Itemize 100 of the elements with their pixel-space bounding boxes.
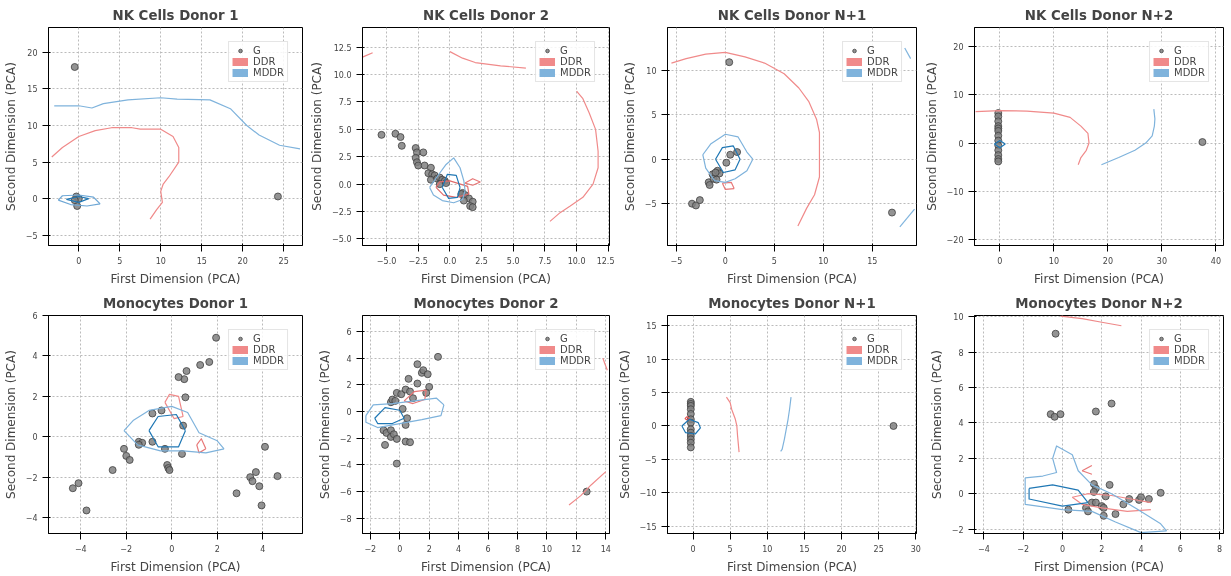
- y-tick-label: 6: [346, 328, 352, 338]
- y-tick-label: 0: [32, 433, 38, 443]
- legend-label: G: [1174, 45, 1183, 56]
- x-tick-label: 0.0: [443, 256, 457, 266]
- y-tick-label: −4: [25, 514, 38, 524]
- y-tick-label: −10: [946, 187, 964, 197]
- legend-label: G: [560, 333, 569, 344]
- y-tick-label: 0.0: [338, 180, 352, 190]
- x-tick-label: 2: [1099, 544, 1105, 554]
- legend-label: DDR: [560, 344, 583, 355]
- y-tick-label: 0: [958, 139, 964, 149]
- y-tick-label: 2: [346, 381, 352, 391]
- x-tick-label: −4: [978, 544, 990, 554]
- legend-label: DDR: [867, 56, 890, 67]
- y-tick-label: −10: [639, 489, 657, 499]
- x-tick-label: −5.0: [376, 256, 397, 266]
- x-tick-label: 20: [836, 544, 847, 554]
- x-tick-label: 5.0: [506, 256, 520, 266]
- y-tick-label: 5.0: [338, 125, 352, 135]
- y-axis-title: Second Dimension (PCA): [929, 350, 944, 499]
- y-axis-title: Second Dimension (PCA): [617, 350, 632, 499]
- y-axis-title: Second Dimension (PCA): [622, 62, 637, 211]
- y-tick-label: 8: [958, 348, 964, 358]
- y-tick-label: 10: [953, 91, 964, 101]
- y-tick-label: −2.5: [332, 208, 352, 218]
- y-tick-label: 4: [32, 352, 38, 362]
- y-tick-label: 6: [32, 312, 38, 321]
- y-tick-label: −5.0: [332, 235, 352, 245]
- chart-title: NK Cells Donor 1: [112, 7, 239, 23]
- x-tick-label: 10: [1048, 256, 1059, 266]
- y-tick-label: 20: [953, 42, 964, 52]
- y-tick-label: 10: [27, 122, 38, 132]
- x-tick-label: 0: [169, 544, 175, 554]
- x-tick-label: −5: [670, 256, 683, 266]
- y-tick-label: 4: [346, 354, 352, 364]
- chart-title: Monocytes Donor 2: [413, 295, 559, 311]
- x-tick-label: 0: [76, 256, 82, 266]
- legend-label: DDR: [253, 344, 276, 355]
- legend-label: G: [1174, 333, 1183, 344]
- legend-label: G: [867, 333, 876, 344]
- x-tick-label: 0: [722, 256, 728, 266]
- y-tick-label: −2: [339, 434, 352, 444]
- y-tick-label: −5: [644, 200, 657, 210]
- x-tick-label: 25: [873, 544, 884, 554]
- x-tick-label: 12.5: [596, 256, 615, 266]
- x-tick-label: −2: [120, 544, 133, 554]
- chart-title: Monocytes Donor 1: [103, 295, 249, 311]
- x-tick-label: 5: [771, 256, 777, 266]
- x-tick-label: 0: [690, 544, 696, 554]
- x-tick-label: 2: [426, 544, 432, 554]
- x-tick-label: 15: [799, 544, 810, 554]
- y-axis-title: Second Dimension (PCA): [3, 62, 18, 211]
- legend-label: DDR: [560, 56, 583, 67]
- legend-label: DDR: [867, 344, 890, 355]
- x-tick-label: −2: [364, 544, 377, 554]
- x-axis-title: First Dimension (PCA): [110, 559, 241, 574]
- x-tick-label: 0: [1059, 544, 1066, 554]
- legend-label: G: [867, 45, 876, 56]
- x-axis-title: First Dimension (PCA): [1034, 271, 1164, 286]
- legend-label: MDDR: [1174, 355, 1205, 366]
- x-tick-label: 40: [1210, 256, 1222, 266]
- x-axis-title: First Dimension (PCA): [110, 271, 241, 286]
- legend-label: MDDR: [253, 67, 284, 78]
- y-tick-label: −6: [339, 488, 352, 498]
- x-tick-label: 25: [278, 256, 289, 266]
- x-tick-label: 4: [456, 544, 462, 554]
- y-tick-label: 4: [958, 419, 964, 429]
- y-tick-label: −15: [639, 522, 657, 532]
- x-tick-label: 15: [196, 256, 207, 266]
- y-tick-label: 7.5: [338, 98, 352, 108]
- y-tick-label: 15: [27, 85, 38, 95]
- x-tick-label: −4: [74, 544, 87, 554]
- y-tick-label: 10: [646, 66, 657, 76]
- legend-label: G: [253, 45, 262, 56]
- y-tick-label: 12.5: [333, 43, 352, 53]
- legend-label: MDDR: [867, 355, 898, 366]
- chart-title: NK Cells Donor N+2: [1024, 7, 1174, 23]
- x-axis-title: First Dimension (PCA): [1034, 559, 1164, 574]
- x-tick-label: 30: [1156, 256, 1168, 266]
- x-tick-label: 12: [571, 544, 582, 554]
- x-axis-title: First Dimension (PCA): [421, 271, 551, 286]
- x-axis-title: First Dimension (PCA): [727, 559, 857, 574]
- x-tick-label: 10: [541, 544, 553, 554]
- x-tick-label: 8: [514, 544, 521, 554]
- x-tick-label: 8: [1217, 544, 1223, 554]
- y-tick-label: 6: [958, 384, 964, 394]
- y-tick-label: 10.0: [333, 71, 352, 81]
- legend-label: MDDR: [560, 355, 591, 366]
- x-tick-label: 6: [485, 544, 491, 554]
- x-tick-label: 20: [237, 256, 248, 266]
- y-axis-title: Second Dimension (PCA): [924, 62, 939, 211]
- x-tick-label: 10.0: [567, 256, 586, 266]
- x-tick-label: 6: [1177, 544, 1183, 554]
- legend-label: DDR: [1174, 344, 1197, 355]
- y-tick-label: 0: [651, 422, 657, 432]
- y-tick-label: −4: [339, 461, 352, 471]
- legend-label: MDDR: [1174, 67, 1205, 78]
- x-tick-label: −2: [1017, 544, 1030, 554]
- chart-title: Monocytes Donor N+1: [708, 295, 876, 311]
- y-tick-label: 0: [958, 490, 964, 500]
